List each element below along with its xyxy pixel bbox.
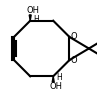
Polygon shape (52, 76, 54, 82)
Text: H: H (56, 73, 62, 82)
Text: H: H (33, 15, 39, 24)
Text: O: O (71, 56, 77, 65)
Text: O: O (71, 32, 77, 41)
Polygon shape (29, 15, 31, 21)
Text: OH: OH (27, 6, 40, 15)
Text: OH: OH (50, 82, 63, 91)
